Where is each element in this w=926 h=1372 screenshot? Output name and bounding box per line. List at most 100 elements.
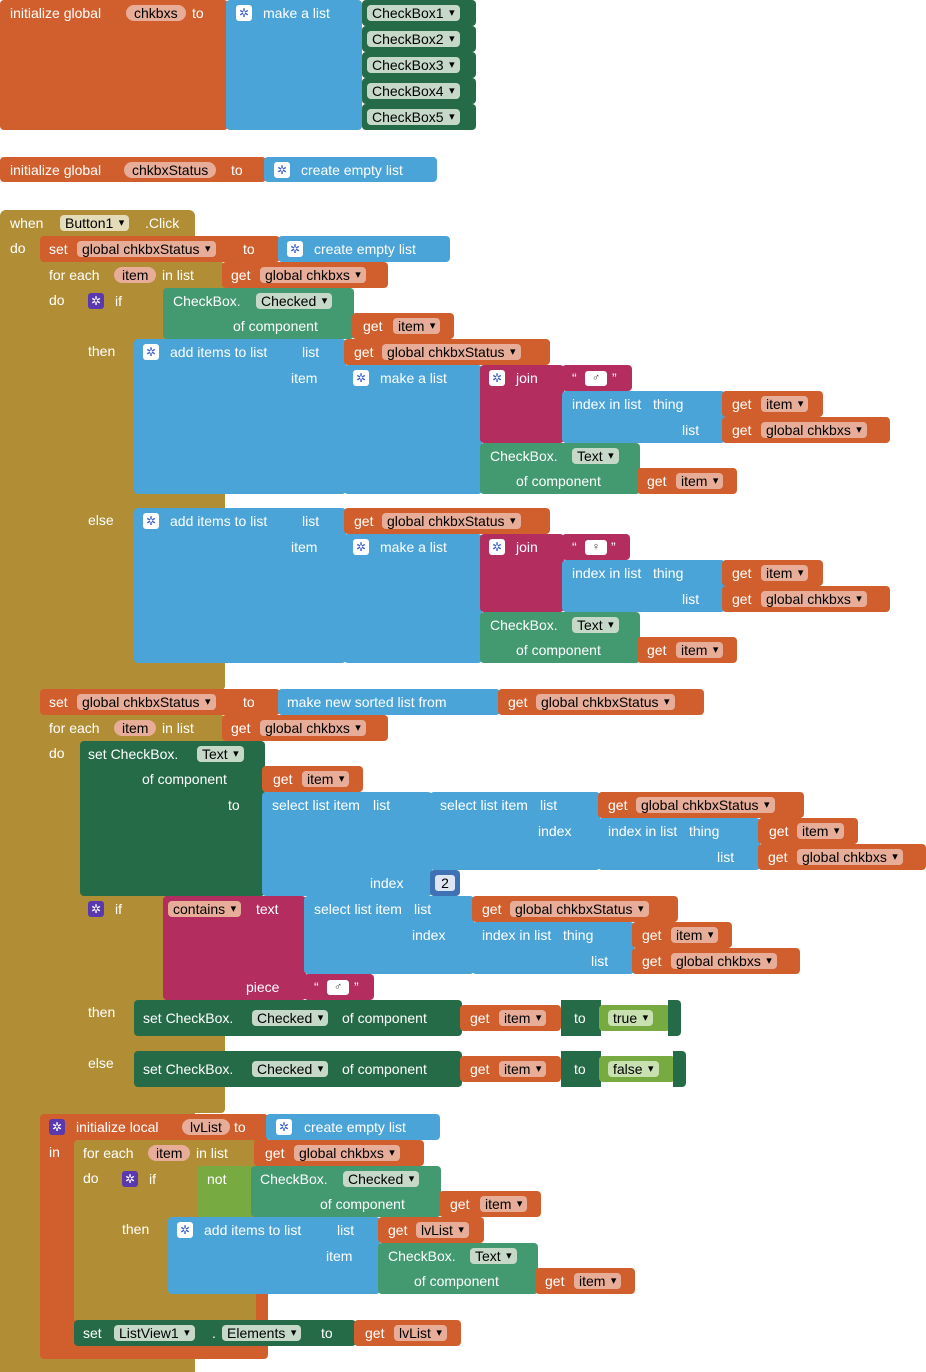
set-checkbox-text-block[interactable]: set CheckBox. Text of component to bbox=[80, 741, 265, 896]
variable-dropdown-global-chkbxs[interactable]: global chkbxs bbox=[260, 267, 366, 283]
property-dropdown-checked[interactable]: Checked bbox=[252, 1010, 329, 1026]
make-a-list-block[interactable]: ✲ make a list bbox=[226, 0, 362, 130]
checkbox-text-of-component-getter[interactable]: CheckBox. Text of component bbox=[480, 443, 640, 494]
get-global-chkbxs-block[interactable]: get global chkbxs bbox=[222, 715, 388, 741]
property-dropdown-checked[interactable]: Checked bbox=[256, 293, 333, 309]
get-item-block[interactable]: get item bbox=[632, 922, 732, 948]
component-dropdown-checkbox1[interactable]: CheckBox1 bbox=[367, 5, 460, 21]
variable-dropdown-global-chkbxs[interactable]: global chkbxs bbox=[260, 720, 366, 736]
contains-text-block[interactable]: contains text piece bbox=[163, 896, 306, 1000]
property-dropdown-text[interactable]: Text bbox=[572, 617, 619, 633]
add-items-to-list-block[interactable]: ✲ add items to list list item bbox=[134, 339, 346, 494]
component-dropdown-listview1[interactable]: ListView1 bbox=[114, 1325, 195, 1341]
get-item-block[interactable]: get item bbox=[262, 766, 363, 792]
join-block[interactable]: ✲ join bbox=[480, 534, 564, 612]
variable-dropdown-global-chkbxstatus[interactable]: global chkbxStatus bbox=[636, 797, 775, 813]
get-global-chkbxs-block[interactable]: get global chkbxs bbox=[632, 948, 800, 974]
get-global-chkbxs-block[interactable]: get global chkbxs bbox=[222, 262, 388, 288]
variable-dropdown-global-chkbxstatus[interactable]: global chkbxStatus bbox=[536, 694, 675, 710]
get-global-chkbxs-block[interactable]: get global chkbxs bbox=[254, 1140, 424, 1166]
variable-dropdown-item[interactable]: item bbox=[676, 473, 724, 489]
variable-dropdown-global-chkbxs[interactable]: global chkbxs bbox=[761, 422, 867, 438]
get-item-block[interactable]: get item bbox=[460, 1056, 561, 1082]
component-dropdown-checkbox4[interactable]: CheckBox4 bbox=[367, 83, 460, 99]
create-empty-list-block[interactable]: ✲ create empty list bbox=[266, 1114, 440, 1140]
variable-dropdown-item[interactable]: item bbox=[797, 823, 845, 839]
variable-name-chkbxs[interactable]: chkbxs bbox=[126, 5, 186, 21]
loop-variable-item[interactable]: item bbox=[148, 1145, 191, 1161]
component-block-checkbox1[interactable]: CheckBox1 bbox=[362, 0, 476, 26]
component-dropdown-checkbox5[interactable]: CheckBox5 bbox=[367, 109, 460, 125]
set-checkbox-checked-block[interactable]: set CheckBox. Checked of component bbox=[134, 1051, 462, 1087]
property-dropdown-text[interactable]: Text bbox=[572, 448, 619, 464]
get-item-block[interactable]: get item bbox=[722, 560, 823, 586]
variable-dropdown-item[interactable]: item bbox=[761, 565, 809, 581]
mutator-gear-icon[interactable]: ✲ bbox=[236, 5, 252, 21]
get-global-chkbxstatus-block[interactable]: get global chkbxStatus bbox=[498, 689, 704, 715]
variable-dropdown-global-chkbxs[interactable]: global chkbxs bbox=[797, 849, 903, 865]
add-items-to-list-block[interactable]: ✲ add items to list list item bbox=[168, 1217, 380, 1294]
set-global-chkbxstatus-block[interactable]: set global chkbxStatus to bbox=[40, 236, 280, 262]
property-dropdown-checked[interactable]: Checked bbox=[252, 1061, 329, 1077]
set-listview1-elements-block[interactable]: set ListView1 . Elements to bbox=[74, 1320, 356, 1346]
select-list-item-block[interactable]: select list item list index bbox=[262, 792, 432, 896]
male-symbol-icon[interactable]: ♂ bbox=[585, 371, 607, 386]
get-global-chkbxstatus-block[interactable]: get global chkbxStatus bbox=[344, 508, 550, 534]
get-global-chkbxs-block[interactable]: get global chkbxs bbox=[722, 586, 890, 612]
mutator-gear-icon[interactable]: ✲ bbox=[88, 901, 104, 917]
get-global-chkbxstatus-block[interactable]: get global chkbxStatus bbox=[472, 896, 678, 922]
variable-dropdown-global-chkbxstatus[interactable]: global chkbxStatus bbox=[382, 344, 521, 360]
variable-dropdown-global-chkbxstatus[interactable]: global chkbxStatus bbox=[510, 901, 649, 917]
logic-false-block[interactable]: false bbox=[599, 1056, 675, 1082]
get-global-chkbxstatus-block[interactable]: get global chkbxStatus bbox=[344, 339, 550, 365]
variable-dropdown-item[interactable]: item bbox=[676, 642, 724, 658]
variable-dropdown-global-chkbxstatus[interactable]: global chkbxStatus bbox=[77, 694, 216, 710]
select-list-item-block[interactable]: select list item list index bbox=[304, 896, 474, 974]
component-block-checkbox4[interactable]: CheckBox4 bbox=[362, 78, 476, 104]
logic-dropdown-false[interactable]: false bbox=[608, 1061, 659, 1077]
property-dropdown-checked[interactable]: Checked bbox=[343, 1171, 420, 1187]
variable-dropdown-item[interactable]: item bbox=[761, 396, 809, 412]
mutator-gear-icon[interactable]: ✲ bbox=[274, 162, 290, 178]
component-block-checkbox2[interactable]: CheckBox2 bbox=[362, 26, 476, 52]
get-global-chkbxstatus-block[interactable]: get global chkbxStatus bbox=[598, 792, 804, 818]
property-dropdown-text[interactable]: Text bbox=[197, 746, 244, 762]
text-string-male-symbol[interactable]: “ ♂ ” bbox=[562, 365, 632, 391]
create-empty-list-block[interactable]: ✲ create empty list bbox=[264, 157, 437, 182]
contains-mode-dropdown[interactable]: contains bbox=[168, 901, 242, 917]
variable-dropdown-item[interactable]: item bbox=[480, 1196, 528, 1212]
loop-variable-item[interactable]: item bbox=[114, 720, 157, 736]
get-lvlist-block[interactable]: get lvList bbox=[354, 1320, 461, 1346]
get-item-block[interactable]: get item bbox=[722, 391, 823, 417]
make-new-sorted-list-block[interactable]: make new sorted list from bbox=[278, 689, 500, 715]
mutator-gear-icon[interactable]: ✲ bbox=[122, 1171, 138, 1187]
set-checkbox-checked-to-section[interactable]: to bbox=[561, 1000, 601, 1036]
set-global-chkbxstatus-block[interactable]: set global chkbxStatus to bbox=[40, 689, 280, 715]
create-empty-list-block[interactable]: ✲ create empty list bbox=[278, 236, 450, 262]
number-value[interactable]: 2 bbox=[435, 875, 455, 891]
variable-dropdown-global-chkbxs[interactable]: global chkbxs bbox=[761, 591, 867, 607]
get-lvlist-block[interactable]: get lvList bbox=[378, 1217, 484, 1243]
component-block-checkbox3[interactable]: CheckBox3 bbox=[362, 52, 476, 78]
checkbox-text-of-component-getter[interactable]: CheckBox. Text of component bbox=[480, 612, 640, 663]
logic-not-block[interactable]: not bbox=[197, 1166, 253, 1217]
mutator-gear-icon[interactable]: ✲ bbox=[353, 539, 369, 555]
index-in-list-block[interactable]: index in list thing list bbox=[562, 391, 725, 443]
index-in-list-block[interactable]: index in list thing list bbox=[562, 560, 725, 612]
local-variable-name-lvlist[interactable]: lvList bbox=[182, 1119, 230, 1135]
logic-dropdown-true[interactable]: true bbox=[608, 1010, 654, 1026]
mutator-gear-icon[interactable]: ✲ bbox=[88, 293, 104, 309]
variable-dropdown-item[interactable]: item bbox=[499, 1061, 547, 1077]
component-dropdown-button1[interactable]: Button1 bbox=[60, 215, 130, 231]
variable-dropdown-global-chkbxstatus[interactable]: global chkbxStatus bbox=[382, 513, 521, 529]
variable-dropdown-global-chkbxstatus[interactable]: global chkbxStatus bbox=[77, 241, 216, 257]
loop-variable-item[interactable]: item bbox=[114, 267, 157, 283]
get-item-block[interactable]: get item bbox=[352, 313, 454, 339]
mutator-gear-icon[interactable]: ✲ bbox=[287, 241, 303, 257]
mutator-gear-icon[interactable]: ✲ bbox=[489, 539, 505, 555]
variable-dropdown-item[interactable]: item bbox=[574, 1273, 622, 1289]
checkbox-checked-of-component-getter[interactable]: CheckBox. Checked of component bbox=[163, 288, 354, 339]
mutator-gear-icon[interactable]: ✲ bbox=[353, 370, 369, 386]
mutator-gear-icon[interactable]: ✲ bbox=[489, 370, 505, 386]
get-item-block[interactable]: get item bbox=[460, 1005, 561, 1031]
